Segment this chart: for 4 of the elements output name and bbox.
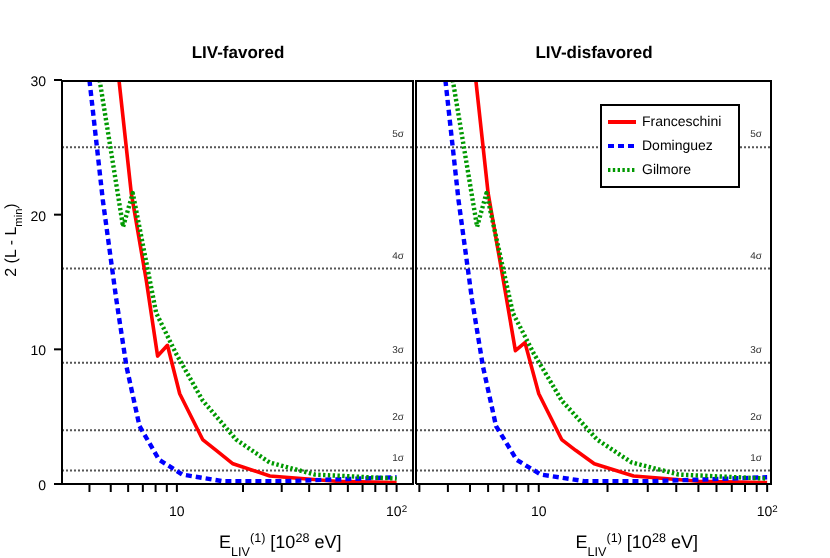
x-axis-title: E$_{LIV}$$^{(1)}$ [10$^{28}$ eV] [575, 531, 698, 558]
x-axis-title: E$_{LIV}$$^{(1)}$ [10$^{28}$ eV] [219, 531, 342, 558]
chart-title: LIV-favored [189, 42, 287, 62]
chart-title: LIV-disfavored [533, 42, 655, 62]
